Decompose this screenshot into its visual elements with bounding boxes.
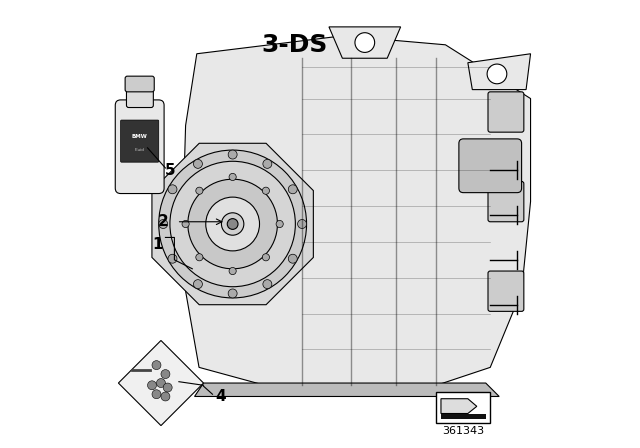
- Polygon shape: [329, 27, 401, 58]
- Circle shape: [221, 213, 244, 235]
- Text: 2: 2: [158, 214, 168, 229]
- FancyBboxPatch shape: [125, 76, 154, 92]
- FancyBboxPatch shape: [488, 181, 524, 222]
- Text: 1: 1: [152, 237, 163, 252]
- Circle shape: [262, 187, 269, 194]
- Circle shape: [193, 159, 202, 168]
- Bar: [436, 392, 490, 423]
- Circle shape: [168, 254, 177, 263]
- FancyBboxPatch shape: [459, 139, 522, 193]
- Circle shape: [262, 254, 269, 261]
- Text: 3-DS: 3-DS: [262, 33, 328, 57]
- FancyBboxPatch shape: [127, 87, 154, 108]
- Circle shape: [170, 161, 296, 287]
- Circle shape: [206, 197, 260, 251]
- Circle shape: [229, 267, 236, 275]
- Text: BMW: BMW: [131, 134, 147, 139]
- Circle shape: [228, 289, 237, 298]
- FancyBboxPatch shape: [121, 120, 159, 162]
- Text: 4: 4: [215, 389, 226, 404]
- Text: 361343: 361343: [442, 426, 484, 436]
- Circle shape: [355, 33, 374, 52]
- Circle shape: [188, 179, 278, 269]
- Circle shape: [161, 392, 170, 401]
- Circle shape: [263, 280, 272, 289]
- Circle shape: [276, 220, 284, 228]
- Circle shape: [152, 390, 161, 399]
- Circle shape: [161, 370, 170, 379]
- Circle shape: [159, 150, 307, 298]
- Polygon shape: [195, 383, 499, 396]
- Circle shape: [288, 254, 297, 263]
- Circle shape: [196, 187, 203, 194]
- Circle shape: [227, 219, 238, 229]
- FancyBboxPatch shape: [488, 271, 524, 311]
- Circle shape: [298, 220, 307, 228]
- Text: 5: 5: [164, 163, 175, 178]
- Circle shape: [163, 383, 172, 392]
- Circle shape: [487, 64, 507, 84]
- FancyBboxPatch shape: [115, 100, 164, 194]
- Circle shape: [193, 280, 202, 289]
- Circle shape: [152, 361, 161, 370]
- Polygon shape: [468, 54, 531, 90]
- Circle shape: [182, 220, 189, 228]
- Polygon shape: [152, 143, 314, 305]
- Circle shape: [288, 185, 297, 194]
- Circle shape: [228, 150, 237, 159]
- Polygon shape: [184, 36, 531, 394]
- Circle shape: [148, 381, 157, 390]
- Circle shape: [263, 159, 272, 168]
- Bar: [441, 414, 486, 419]
- FancyBboxPatch shape: [488, 92, 524, 132]
- Polygon shape: [441, 399, 477, 414]
- Circle shape: [159, 220, 168, 228]
- Circle shape: [196, 254, 203, 261]
- Circle shape: [157, 379, 165, 388]
- Text: Fluid: Fluid: [134, 148, 145, 152]
- Circle shape: [229, 173, 236, 181]
- Circle shape: [168, 185, 177, 194]
- Polygon shape: [118, 340, 204, 426]
